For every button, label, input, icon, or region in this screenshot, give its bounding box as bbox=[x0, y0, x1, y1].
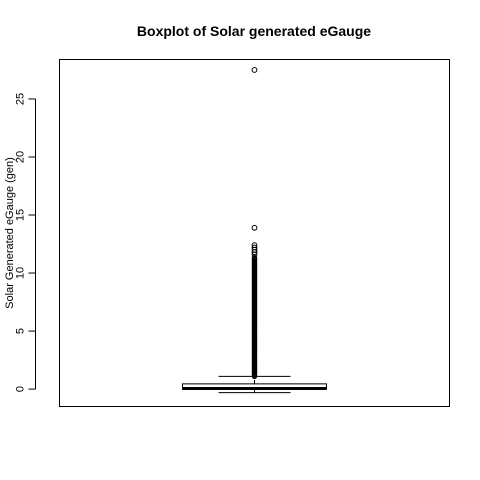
y-tick-label: 0 bbox=[15, 386, 27, 392]
outlier-point bbox=[251, 224, 258, 231]
plot-frame bbox=[59, 59, 450, 407]
y-tick-label: 25 bbox=[15, 93, 27, 105]
y-tick-label: 10 bbox=[15, 267, 27, 279]
y-tick-label: 20 bbox=[15, 151, 27, 163]
chart-title: Boxplot of Solar generated eGauge bbox=[137, 23, 371, 39]
outlier-point bbox=[251, 254, 258, 261]
outlier-point bbox=[251, 244, 258, 251]
outlier-point bbox=[251, 242, 258, 249]
box-and-whiskers bbox=[182, 375, 327, 394]
y-axis-ticks: 0 5 10 15 20 25 bbox=[15, 93, 36, 392]
y-tick-label: 5 bbox=[15, 328, 27, 334]
y-tick-label: 15 bbox=[15, 209, 27, 221]
outlier-points bbox=[251, 67, 258, 380]
outlier-point bbox=[251, 67, 258, 73]
y-axis-label: Solar Generated eGauge (gen) bbox=[4, 157, 16, 309]
